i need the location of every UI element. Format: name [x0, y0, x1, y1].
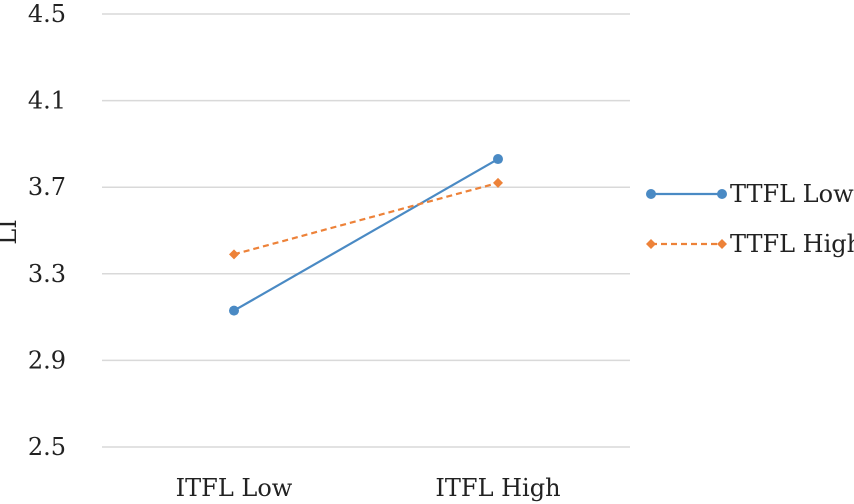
series-line [233, 158, 499, 312]
legend-item: TTFL Low [646, 180, 854, 208]
x-axis-ticks: ITFL Low ITFL High [176, 474, 561, 502]
y-tick-label: 3.7 [28, 173, 66, 201]
y-tick-label: 2.5 [28, 433, 66, 461]
y-tick-label: 3.3 [28, 260, 66, 288]
data-point [229, 305, 239, 316]
legend-marker [717, 189, 727, 199]
series-line [233, 181, 499, 256]
legend-item: TTFL High [646, 230, 854, 258]
series-1 [229, 177, 503, 260]
series-0 [229, 154, 503, 316]
y-tick-label: 4.1 [28, 87, 66, 115]
legend: TTFL Low TTFL High [646, 180, 854, 258]
legend-marker [646, 189, 656, 199]
legend-label: TTFL Low [730, 180, 854, 208]
legend-marker [646, 239, 656, 249]
y-axis-ticks: 2.5 2.9 3.3 3.7 4.1 4.5 [28, 0, 66, 461]
y-axis-label: LI [0, 219, 22, 244]
legend-label: TTFL High [730, 230, 854, 258]
x-tick-label: ITFL Low [176, 474, 293, 502]
gridlines [102, 13, 630, 448]
legend-marker [717, 239, 727, 249]
data-point [493, 154, 503, 165]
series-group [229, 154, 503, 316]
x-tick-label: ITFL High [435, 474, 560, 502]
y-tick-label: 4.5 [28, 0, 66, 28]
y-tick-label: 2.9 [28, 346, 66, 374]
data-point [493, 177, 503, 188]
data-point [229, 249, 239, 260]
